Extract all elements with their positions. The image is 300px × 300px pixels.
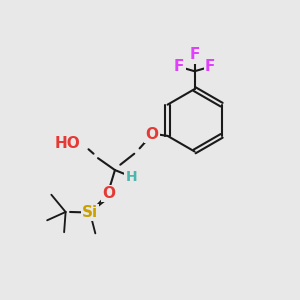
Text: F: F [205, 59, 215, 74]
Text: O: O [102, 186, 115, 201]
Text: F: F [189, 47, 200, 62]
Text: H: H [125, 170, 137, 184]
Text: Si: Si [82, 205, 98, 220]
Text: HO: HO [54, 136, 80, 151]
Text: O: O [146, 127, 159, 142]
Text: F: F [174, 59, 184, 74]
